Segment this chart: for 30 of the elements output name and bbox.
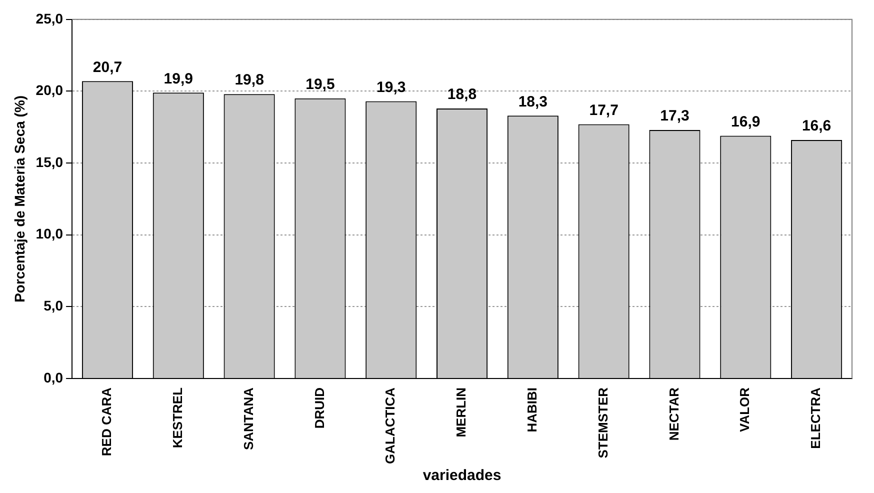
x-tick-label: VALOR [737, 386, 752, 432]
x-tick-label: NECTAR [666, 386, 682, 441]
x-tick-label: STEMSTER [595, 386, 610, 458]
data-label: 19,5 [306, 76, 335, 94]
x-tick-label: ELECTRA [808, 386, 824, 449]
x-tick-label: DRUID [312, 387, 327, 429]
data-label: 16,6 [802, 118, 832, 135]
data-label: 18,3 [518, 93, 548, 110]
y-tick-label: 0,0 [44, 369, 64, 386]
x-tick-label: RED CARA [99, 386, 114, 456]
y-tick-label: 25,0 [36, 10, 64, 26]
data-label: 19,8 [234, 72, 264, 89]
x-tick-label: GALACTICA [382, 386, 398, 464]
data-label: 17,7 [589, 102, 618, 119]
y-tick-label: 10,0 [36, 226, 64, 242]
x-tick-label: SANTANA [240, 386, 256, 450]
data-label: 18,8 [447, 86, 477, 104]
x-tick-label: MERLIN [454, 387, 469, 438]
data-label: 19,9 [164, 70, 194, 88]
data-label: 17,3 [660, 108, 690, 125]
x-tick-label: HABIBI [524, 387, 540, 432]
x-axis-title: variedades [422, 467, 502, 484]
data-label: 19,3 [376, 78, 406, 96]
y-tick-label: 5,0 [44, 298, 64, 314]
y-tick-label: 15,0 [36, 154, 64, 170]
data-label: 20,7 [92, 58, 122, 76]
y-axis-title: Porcentaje de Materia Seca (%) [11, 95, 28, 302]
x-tick-label: KESTREL [170, 387, 185, 448]
y-tick-label: 20,0 [36, 82, 64, 98]
data-label: 16,9 [731, 113, 760, 130]
